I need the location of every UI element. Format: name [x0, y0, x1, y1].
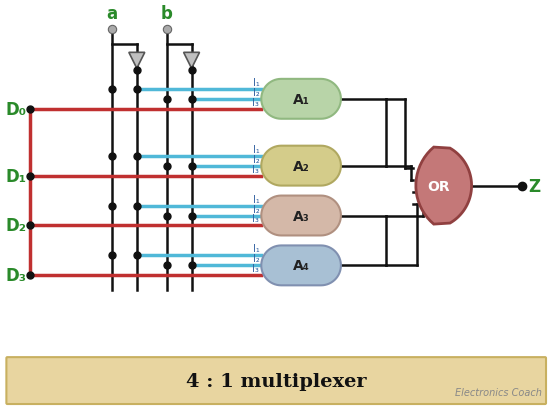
Polygon shape [261, 246, 341, 286]
Text: D₂: D₂ [6, 217, 26, 235]
Text: I₃: I₃ [252, 97, 259, 107]
Text: I₂: I₂ [252, 154, 259, 164]
Text: A₂: A₂ [293, 159, 310, 173]
Text: I₁: I₁ [252, 194, 259, 204]
Text: D₁: D₁ [6, 167, 26, 185]
Text: 4 : 1 multiplexer: 4 : 1 multiplexer [186, 372, 366, 389]
Text: I₃: I₃ [252, 264, 259, 274]
Text: I₁: I₁ [252, 244, 259, 254]
Text: I₁: I₁ [252, 144, 259, 154]
Text: A₁: A₁ [293, 93, 310, 107]
Polygon shape [261, 196, 341, 236]
Text: I₂: I₂ [252, 88, 259, 97]
Polygon shape [261, 146, 341, 186]
Text: Electronics Coach: Electronics Coach [455, 387, 542, 397]
Text: I₃: I₃ [252, 164, 259, 174]
Text: a: a [106, 5, 118, 23]
Text: b: b [161, 5, 173, 23]
Text: I₃: I₃ [252, 214, 259, 224]
Polygon shape [184, 53, 200, 69]
Polygon shape [416, 148, 471, 225]
Text: I₂: I₂ [252, 254, 259, 264]
Polygon shape [129, 53, 145, 69]
Text: A₄: A₄ [293, 259, 310, 273]
Text: D₃: D₃ [6, 267, 26, 285]
Text: Z: Z [528, 177, 540, 195]
Text: I₁: I₁ [252, 78, 259, 88]
Text: OR: OR [427, 179, 450, 193]
FancyBboxPatch shape [7, 357, 546, 404]
Text: D₀: D₀ [6, 100, 26, 119]
Polygon shape [261, 80, 341, 119]
Text: I₂: I₂ [252, 204, 259, 214]
Text: A₃: A₃ [293, 209, 310, 223]
